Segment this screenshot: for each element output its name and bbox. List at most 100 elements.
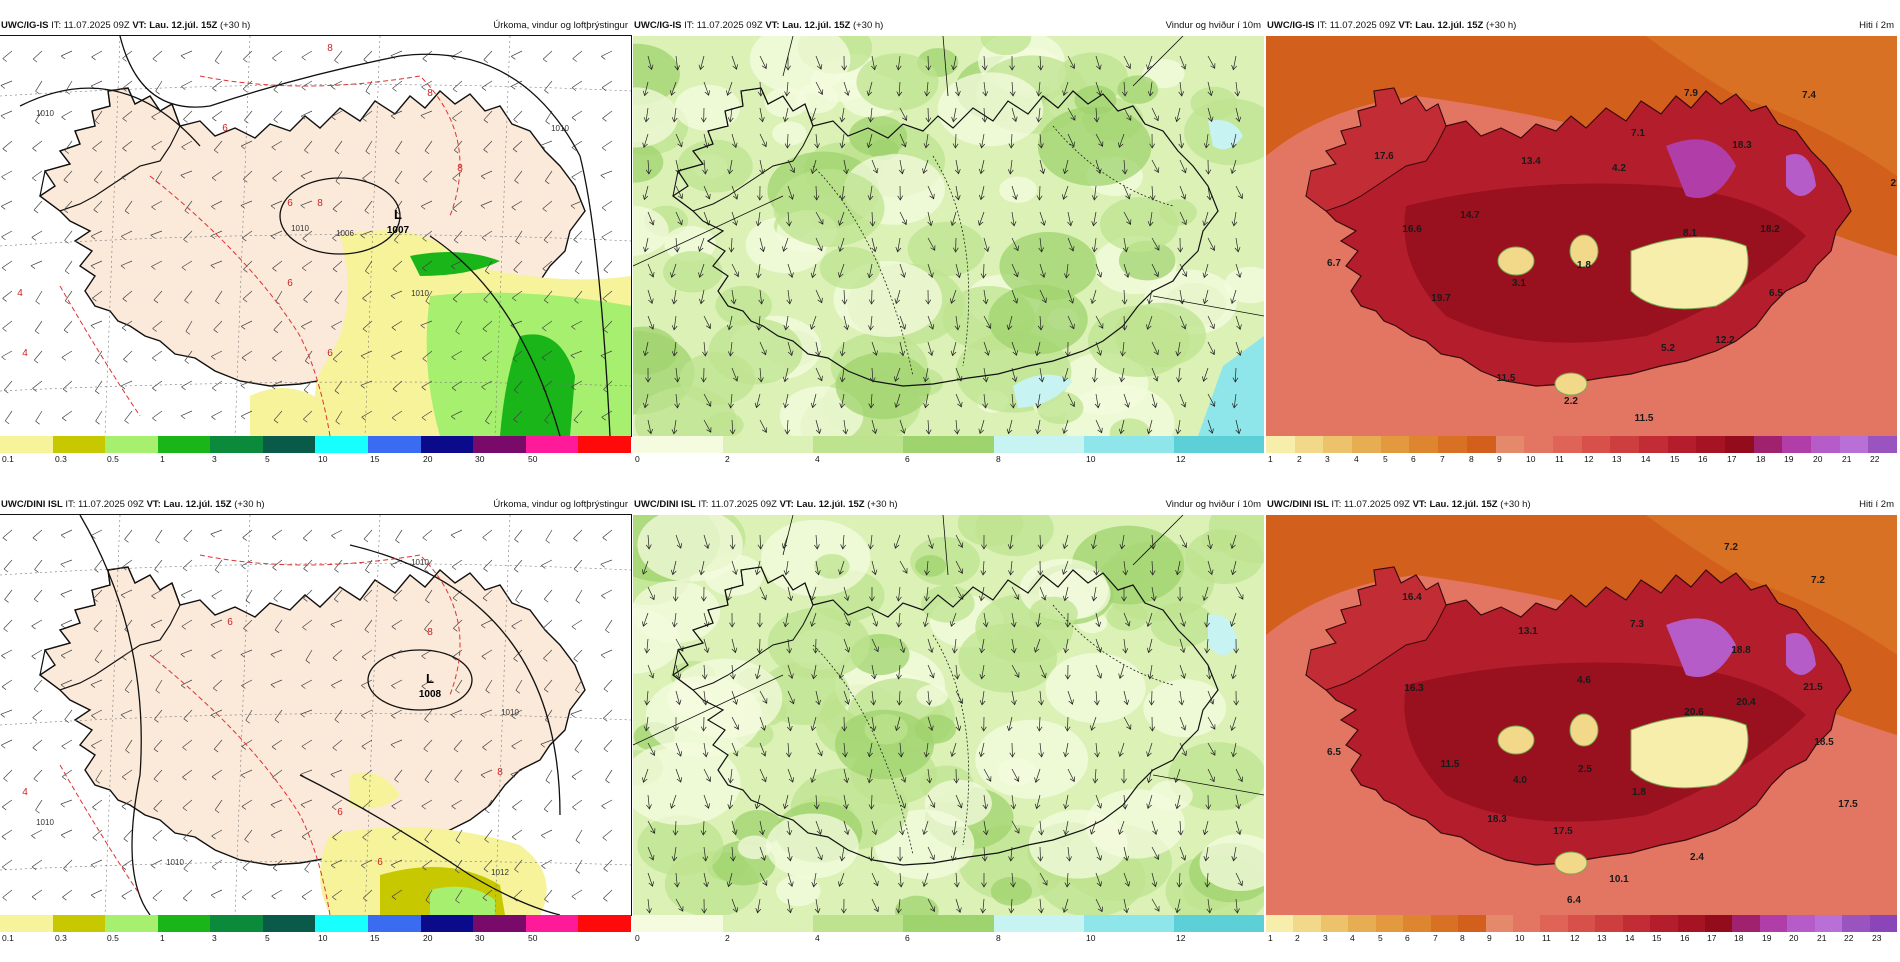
wind-speed-patch [1106, 602, 1147, 631]
temperature-label: 16.6 [1402, 224, 1422, 235]
colorbar-segment [1266, 915, 1293, 932]
field-name: Vindur og hviður í 10m [1166, 17, 1261, 34]
temperature-label: 11.5 [1441, 759, 1460, 770]
colorbar-segment [0, 436, 53, 453]
colorbar-tick-label: 20 [423, 454, 432, 464]
colorbar-tick-label: 10 [1086, 454, 1095, 464]
colorbar-segment [578, 436, 631, 453]
colorbar-tick-label: 4 [815, 454, 820, 464]
colorbar-segment [1540, 915, 1567, 932]
colorbar-segment [1524, 436, 1553, 453]
contour-label: 4 [22, 348, 28, 359]
wind-speed-patch [773, 169, 884, 247]
colorbar-segment [368, 436, 421, 453]
field-name: Úrkoma, vindur og loftþrýstingur [493, 17, 628, 34]
colorbar-segment [1266, 436, 1295, 453]
low-pressure-value: 1007 [387, 225, 410, 236]
panel-title: UWC/IG-IS IT: 11.07.2025 09Z VT: Lau. 12… [633, 17, 1264, 34]
temperature-label: 4.6 [1577, 675, 1591, 686]
colorbar-segment [1352, 436, 1381, 453]
colorbar-tick-label: 19 [1784, 454, 1793, 464]
colorbar-segment [1787, 915, 1814, 932]
temperature-label: 7.1 [1631, 128, 1645, 139]
colorbar-tick-label: 3 [1325, 454, 1330, 464]
colorbar-segment [813, 915, 903, 932]
colorbar-segment [1705, 915, 1732, 932]
contour-label: 8 [457, 163, 463, 174]
panel-title: UWC/DINI ISL IT: 11.07.2025 09Z VT: Lau.… [633, 496, 1264, 513]
wind-speed-patch [1045, 653, 1145, 723]
colorbar-segment [723, 915, 813, 932]
colorbar-tick-label: 1 [1268, 933, 1273, 943]
temperature-label: 12.2 [1715, 335, 1735, 346]
panel-title: UWC/IG-IS IT: 11.07.2025 09Z VT: Lau. 12… [1266, 17, 1897, 34]
colorbar-segment [263, 436, 316, 453]
colorbar-tick-label: 5 [1383, 454, 1388, 464]
colorbar-tick-label: 4 [1354, 454, 1359, 464]
colorbar-segment [994, 436, 1084, 453]
colorbar-tick-label: 11 [1542, 933, 1551, 943]
wind-speed-patch [768, 607, 870, 679]
temperature-label: 13.4 [1521, 156, 1541, 167]
colorbar-tick-label: 7 [1433, 933, 1438, 943]
colorbar-segment [1754, 436, 1783, 453]
wind-speed-patch [776, 875, 821, 906]
contour-label: 6 [287, 198, 293, 209]
panel-precip-igis: UWC/IG-IS IT: 11.07.2025 09Z VT: Lau. 12… [0, 17, 631, 483]
glacier-langjokull [1498, 247, 1534, 275]
colorbar-segment [526, 436, 579, 453]
colorbar-tick-label: 20 [1789, 933, 1798, 943]
wind-speed-patch [646, 676, 762, 757]
temperature-label: 1.8 [1632, 787, 1646, 798]
colorbar-segment [1610, 436, 1639, 453]
temperature-label: 7.3 [1630, 619, 1644, 630]
colorbar-segment [1496, 436, 1525, 453]
wind-speed-patch [856, 53, 938, 110]
temperature-label: 6.7 [1327, 258, 1341, 269]
temperature-label: 7.2 [1724, 542, 1738, 553]
colorbar-segment [1431, 915, 1458, 932]
temperature-label: 6.5 [1769, 288, 1783, 299]
colorbar-tick-label: 12 [1176, 454, 1185, 464]
colorbar-tick-label: 7 [1440, 454, 1445, 464]
panel-temp-igis: UWC/IG-IS IT: 11.07.2025 09Z VT: Lau. 12… [1266, 17, 1897, 483]
temperature-label: 1.8 [1577, 260, 1591, 271]
wind-speed-patch [975, 720, 1088, 799]
colorbar-segment [1348, 915, 1375, 932]
low-pressure-marker: L [394, 207, 402, 222]
colorbar-segment [473, 915, 526, 932]
contour-label: 6 [337, 807, 343, 818]
precip-colorbar [0, 915, 631, 932]
colorbar-tick-label: 13 [1612, 454, 1621, 464]
temperature-label: 7.9 [1684, 88, 1698, 99]
colorbar-tick-label: 1 [1268, 454, 1273, 464]
colorbar-tick-label: 6 [1405, 933, 1410, 943]
isobar-label: 1012 [491, 868, 509, 877]
temperature-label: 16.3 [1404, 683, 1424, 694]
isobar-label: 1010 [291, 224, 309, 233]
wind-speed-patch [1191, 87, 1238, 120]
colorbar-segment [1438, 436, 1467, 453]
colorbar-segment [1513, 915, 1540, 932]
temperature-label: 11.5 [1497, 373, 1516, 384]
colorbar-tick-label: 16 [1698, 454, 1707, 464]
colorbar-tick-label: 8 [996, 454, 1001, 464]
colorbar-tick-label: 16 [1680, 933, 1689, 943]
colorbar-segment [263, 915, 316, 932]
glacier-hofsjokull [1570, 714, 1598, 746]
colorbar-segment [1668, 436, 1697, 453]
colorbar-segment [315, 915, 368, 932]
temperature-label: 11.5 [1635, 413, 1654, 424]
isobar-label: 1010 [36, 109, 54, 118]
colorbar-tick-label: 1 [160, 454, 165, 464]
colorbar-tick-label: 14 [1641, 454, 1650, 464]
colorbar-segment [1409, 436, 1438, 453]
colorbar-tick-label: 22 [1844, 933, 1853, 943]
contour-label: 6 [287, 278, 293, 289]
colorbar-tick-label: 50 [528, 933, 537, 943]
isobar-label: 1010 [501, 708, 519, 717]
colorbar-segment [723, 436, 813, 453]
